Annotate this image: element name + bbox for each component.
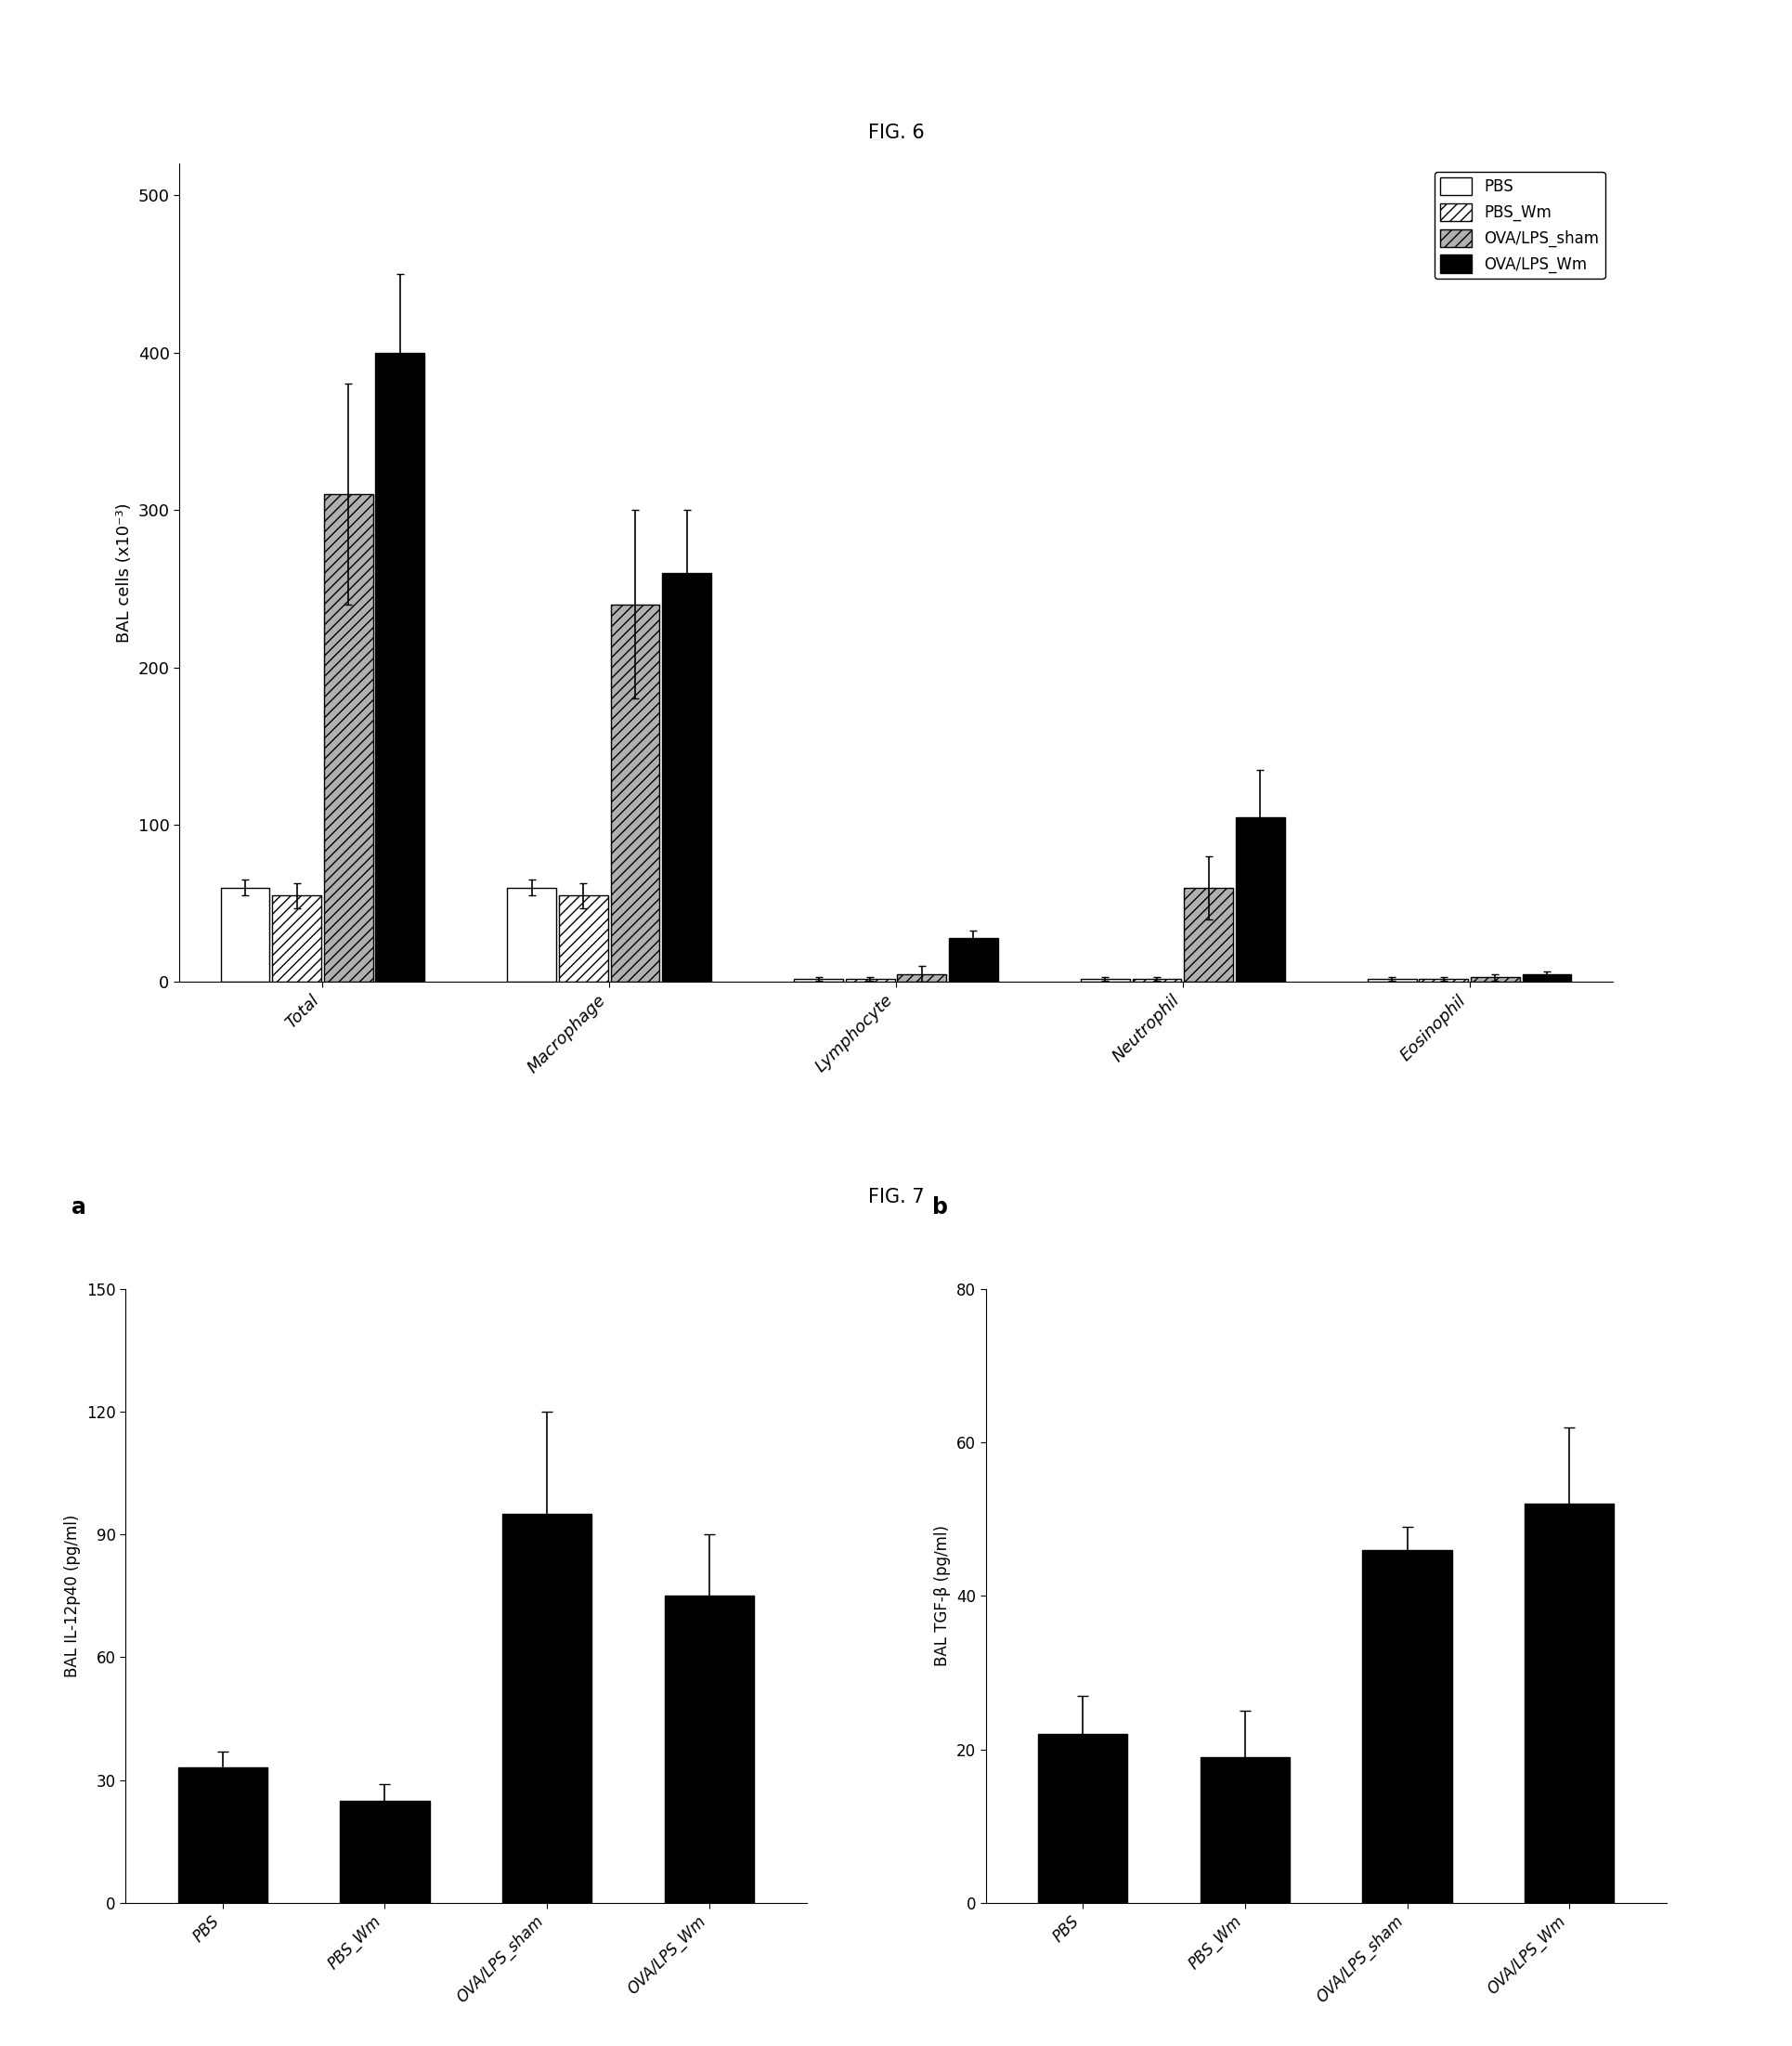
Y-axis label: BAL TGF-β (pg/ml): BAL TGF-β (pg/ml): [934, 1526, 952, 1665]
Bar: [1236, 816, 1285, 982]
Bar: [220, 888, 269, 982]
Text: FIG. 6: FIG. 6: [867, 123, 925, 143]
Bar: [376, 352, 425, 982]
Bar: [1367, 978, 1416, 982]
Bar: [950, 937, 998, 982]
Bar: [898, 974, 946, 982]
Bar: [324, 495, 373, 982]
Bar: [1525, 1504, 1615, 1903]
Bar: [1201, 1758, 1290, 1903]
Bar: [794, 978, 842, 982]
Bar: [611, 604, 659, 982]
Bar: [502, 1514, 591, 1903]
Bar: [272, 896, 321, 982]
Bar: [663, 573, 711, 982]
Bar: [1133, 978, 1181, 982]
Legend: PBS, PBS_Wm, OVA/LPS_sham, OVA/LPS_Wm: PBS, PBS_Wm, OVA/LPS_sham, OVA/LPS_Wm: [1434, 172, 1606, 278]
Y-axis label: BAL IL-12p40 (pg/ml): BAL IL-12p40 (pg/ml): [65, 1514, 81, 1678]
Bar: [1419, 978, 1468, 982]
Text: b: b: [932, 1197, 948, 1217]
Bar: [340, 1800, 430, 1903]
Text: a: a: [72, 1197, 86, 1217]
Bar: [559, 896, 607, 982]
Bar: [1523, 974, 1572, 982]
Y-axis label: BAL cells (x10⁻³): BAL cells (x10⁻³): [116, 503, 133, 642]
Bar: [1038, 1735, 1127, 1903]
Bar: [1081, 978, 1129, 982]
Bar: [1185, 888, 1233, 982]
Bar: [1362, 1551, 1452, 1903]
Text: FIG. 7: FIG. 7: [867, 1187, 925, 1207]
Bar: [507, 888, 556, 982]
Bar: [846, 978, 894, 982]
Bar: [1471, 978, 1520, 982]
Bar: [177, 1768, 267, 1903]
Bar: [665, 1596, 754, 1903]
